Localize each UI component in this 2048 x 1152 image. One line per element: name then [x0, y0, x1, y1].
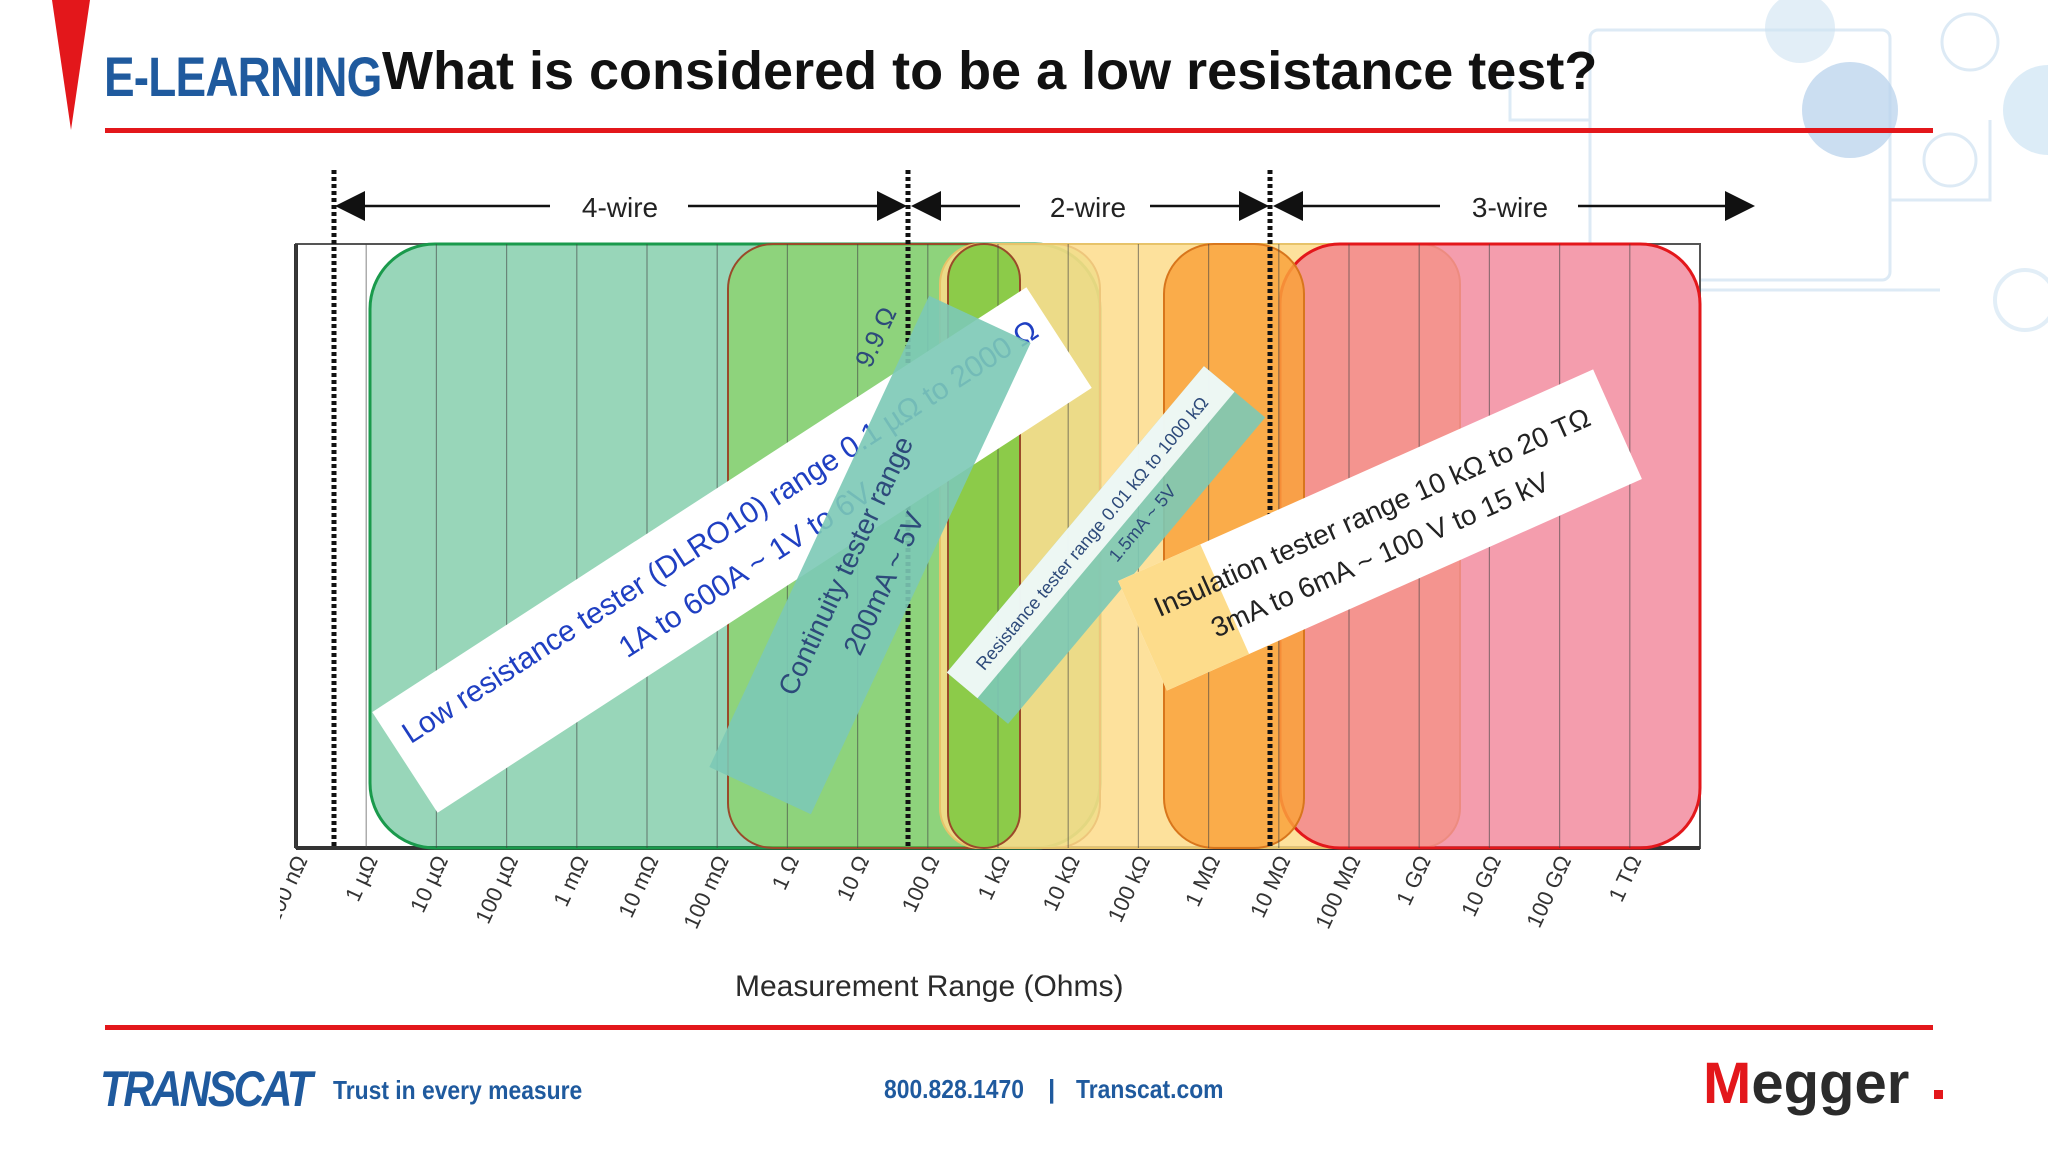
measurement-range-chart: 4-wire 2-wire 3-wire Low resistance test… — [280, 170, 1755, 933]
tick-label: 1 MΩ — [1180, 852, 1225, 911]
footer-separator: | — [1048, 1074, 1056, 1104]
zone-label-3wire: 3-wire — [1472, 192, 1548, 223]
tick-label: 100 GΩ — [1521, 852, 1576, 932]
tick-label: 1 mΩ — [548, 852, 593, 911]
tick-label: 10 kΩ — [1038, 852, 1085, 915]
tick-label: 1 TΩ — [1603, 852, 1646, 906]
page-title: What is considered to be a low resistanc… — [382, 41, 1598, 101]
tick-label: 1 Ω — [767, 852, 804, 894]
transcat-logo: TRANSCAT — [100, 1061, 313, 1117]
transcat-tagline: Trust in every measure — [333, 1075, 583, 1105]
tick-label: 1 kΩ — [973, 852, 1015, 904]
footer-divider — [105, 1025, 1933, 1030]
tick-label: 1 µΩ — [340, 852, 383, 906]
axis-title: Measurement Range (Ohms) — [735, 970, 1124, 1003]
megger-logo-rest: egger — [1751, 1051, 1910, 1116]
decorative-network-graphic — [1508, 0, 2048, 332]
tick-label: 10 GΩ — [1456, 852, 1506, 921]
header-divider — [105, 128, 1933, 133]
tick-label: 10 Ω — [832, 852, 875, 905]
tick-label: 100 Ω — [897, 852, 945, 916]
megger-logo-dot — [1934, 1090, 1943, 1099]
tick-label: 100 mΩ — [678, 852, 733, 933]
tick-label: 1 GΩ — [1391, 852, 1436, 910]
tick-label: 100 MΩ — [1310, 852, 1365, 933]
tick-label: 10 mΩ — [613, 852, 663, 922]
megger-logo: Megger — [1703, 1050, 1909, 1117]
red-corner-mark — [52, 0, 90, 130]
zone-label-4wire: 4-wire — [582, 192, 658, 223]
tick-label: 10 MΩ — [1245, 852, 1295, 922]
tick-label: 100 kΩ — [1103, 852, 1155, 926]
website-link[interactable]: Transcat.com — [1076, 1074, 1224, 1104]
elearning-brand: E-LEARNING — [104, 45, 382, 108]
megger-logo-m: M — [1703, 1051, 1752, 1116]
zone-label-2wire: 2-wire — [1050, 192, 1126, 223]
tick-label: 100 µΩ — [470, 852, 523, 928]
tick-label: 100 nΩ — [280, 852, 313, 927]
tick-label: 10 µΩ — [405, 852, 453, 917]
phone-number[interactable]: 800.828.1470 — [884, 1074, 1024, 1104]
